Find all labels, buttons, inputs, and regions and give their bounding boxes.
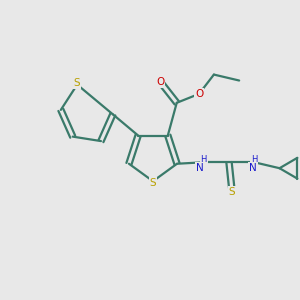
- Text: S: S: [150, 178, 156, 188]
- Text: H: H: [251, 155, 257, 164]
- Text: N: N: [249, 163, 257, 172]
- Text: S: S: [229, 187, 235, 197]
- Text: O: O: [156, 77, 164, 87]
- Text: O: O: [195, 89, 203, 99]
- Text: S: S: [74, 78, 80, 88]
- Text: N: N: [196, 163, 204, 172]
- Text: H: H: [201, 155, 207, 164]
